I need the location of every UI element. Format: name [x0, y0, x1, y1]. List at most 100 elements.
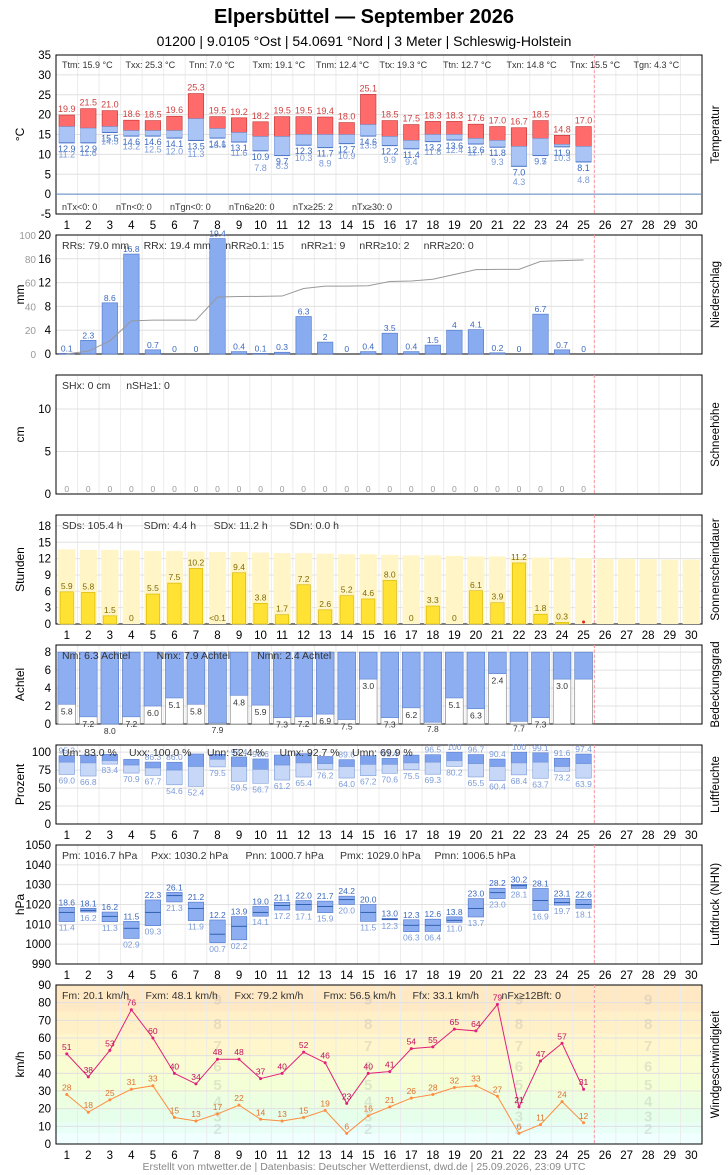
humidity-min-label: 83.4 [102, 765, 119, 775]
gust-label: 38 [84, 1065, 94, 1075]
humidity-upper-bar [381, 758, 398, 765]
tmean-bar [123, 130, 140, 137]
humidity-min-label: 63.7 [532, 779, 549, 789]
x-tick-label: 27 [620, 970, 633, 982]
y-tick-label: 1050 [25, 840, 51, 852]
tmin-ground-label: 11.7 [467, 148, 484, 158]
snow-label: 0 [538, 484, 543, 494]
stat-text: Um: 83.0 % [62, 747, 117, 759]
tmean-bar [209, 128, 226, 139]
cloud-bar [229, 651, 249, 696]
stat-text: Fmx: 56.5 km/h [324, 990, 397, 1002]
x-tick-label: 15 [362, 630, 375, 642]
tmin-label: 13.5 [187, 141, 205, 151]
cloud-bar [445, 651, 464, 699]
x-tick-label: 2 [85, 630, 91, 642]
stat-text: Umx: 92.7 % [280, 747, 340, 759]
precip-label: 4.1 [470, 320, 482, 330]
pressure-min-label: 17.1 [295, 911, 312, 921]
humidity-lower-bar [424, 761, 441, 775]
mean-wind-label: 6 [344, 1121, 349, 1131]
cloud-label: 5.8 [190, 706, 202, 716]
possible-sun-bar [661, 559, 679, 624]
humidity-lower-bar [338, 766, 355, 779]
gust-label: 34 [191, 1072, 201, 1082]
mean-wind-label: 14 [256, 1107, 266, 1117]
precip-label: 0 [517, 344, 522, 354]
stat-text: SDn: 0.0 h [289, 520, 339, 532]
pressure-min-label: 15.9 [317, 914, 334, 924]
x-tick-label: 19 [448, 630, 461, 642]
pressure-min-label: 13.7 [468, 918, 485, 928]
tmin-ground-label: 12.5 [144, 144, 162, 154]
tmax-bar [187, 93, 205, 119]
tmin-label: 11.7 [317, 149, 334, 159]
y-tick-label: 0 [45, 349, 51, 361]
x-tick-label: 12 [297, 220, 310, 232]
x-tick-label: 16 [383, 630, 396, 642]
x-tick-label: 15 [362, 830, 375, 842]
tmax-label: 17.6 [467, 113, 485, 123]
x-tick-label: 23 [534, 220, 547, 232]
pressure-min-label: 09.3 [145, 927, 162, 937]
x-tick-label: 17 [405, 220, 418, 232]
panel-label: Sonnenscheindauer [710, 518, 722, 620]
tmin-ground-label: 12.0 [166, 146, 184, 156]
y-tick-label: 6 [45, 586, 51, 598]
tmin-label: 9.7 [534, 157, 547, 167]
tmin-label: 12.2 [381, 147, 399, 157]
x-tick-label: 10 [254, 630, 267, 642]
humidity-min-label: 73.2 [554, 772, 571, 782]
tmean-bar [446, 134, 463, 141]
x-tick-label: 13 [319, 630, 332, 642]
humidity-upper-bar [510, 751, 528, 764]
gust-point [323, 1061, 327, 1065]
cloud-bar [100, 651, 119, 725]
x-tick-label: 17 [405, 970, 418, 982]
snow-label: 0 [129, 484, 134, 494]
y-tick-label: -5 [41, 209, 51, 221]
tmin-ground-label: 13.5 [359, 140, 377, 150]
cloud-bar [165, 651, 184, 699]
humidity-upper-bar [532, 752, 549, 763]
y-tick-label: 70 [38, 1015, 51, 1027]
tmax-bar [144, 120, 161, 131]
x-tick-label: 8 [214, 970, 220, 982]
precip-label: 8.6 [104, 293, 116, 303]
x-tick-label: 20 [470, 1150, 483, 1160]
humidity-upper-bar [467, 754, 484, 764]
y-tick-label: 90 [38, 980, 51, 992]
precip-bar [467, 329, 484, 355]
tmean-bar [166, 130, 183, 139]
tmin-label: 13.6 [446, 141, 464, 151]
x-tick-label: 27 [620, 1150, 633, 1160]
mean-wind-point [237, 1103, 241, 1107]
pressure-max-label: 18.6 [58, 897, 75, 907]
humidity-lower-bar [553, 766, 571, 772]
pressure-max-label: 20.0 [360, 895, 377, 905]
cloud-label: 3.0 [362, 681, 374, 691]
snow-label: 0 [517, 484, 522, 494]
humidity-lower-bar [80, 762, 97, 777]
x-tick-label: 19 [448, 1150, 461, 1160]
tmin-ground-label: 11.2 [58, 150, 75, 160]
y-tick-label: 50 [38, 1051, 51, 1063]
y-tick-label: 50 [38, 783, 51, 795]
precip-bar [295, 316, 312, 355]
x-tick-label: 11 [276, 1150, 288, 1160]
humidity-max-label: 100 [447, 742, 461, 752]
x-tick-label: 15 [362, 1150, 375, 1160]
tmin-label: 8.1 [577, 163, 590, 173]
x-tick-label: 5 [150, 630, 156, 642]
mean-wind-point [431, 1093, 435, 1097]
snow-label: 0 [323, 484, 328, 494]
x-tick-label: 15 [362, 970, 375, 982]
x-tick-label: 4 [128, 1150, 135, 1160]
humidity-lower-bar [101, 760, 118, 765]
pressure-max-label: 13.8 [446, 907, 463, 917]
snow-label: 0 [301, 484, 306, 494]
tmin-ground-label: 9.3 [491, 157, 504, 167]
pressure-max-label: 12.3 [403, 910, 420, 920]
tmin-label: 12.9 [80, 144, 98, 154]
x-tick-label: 6 [171, 970, 177, 982]
